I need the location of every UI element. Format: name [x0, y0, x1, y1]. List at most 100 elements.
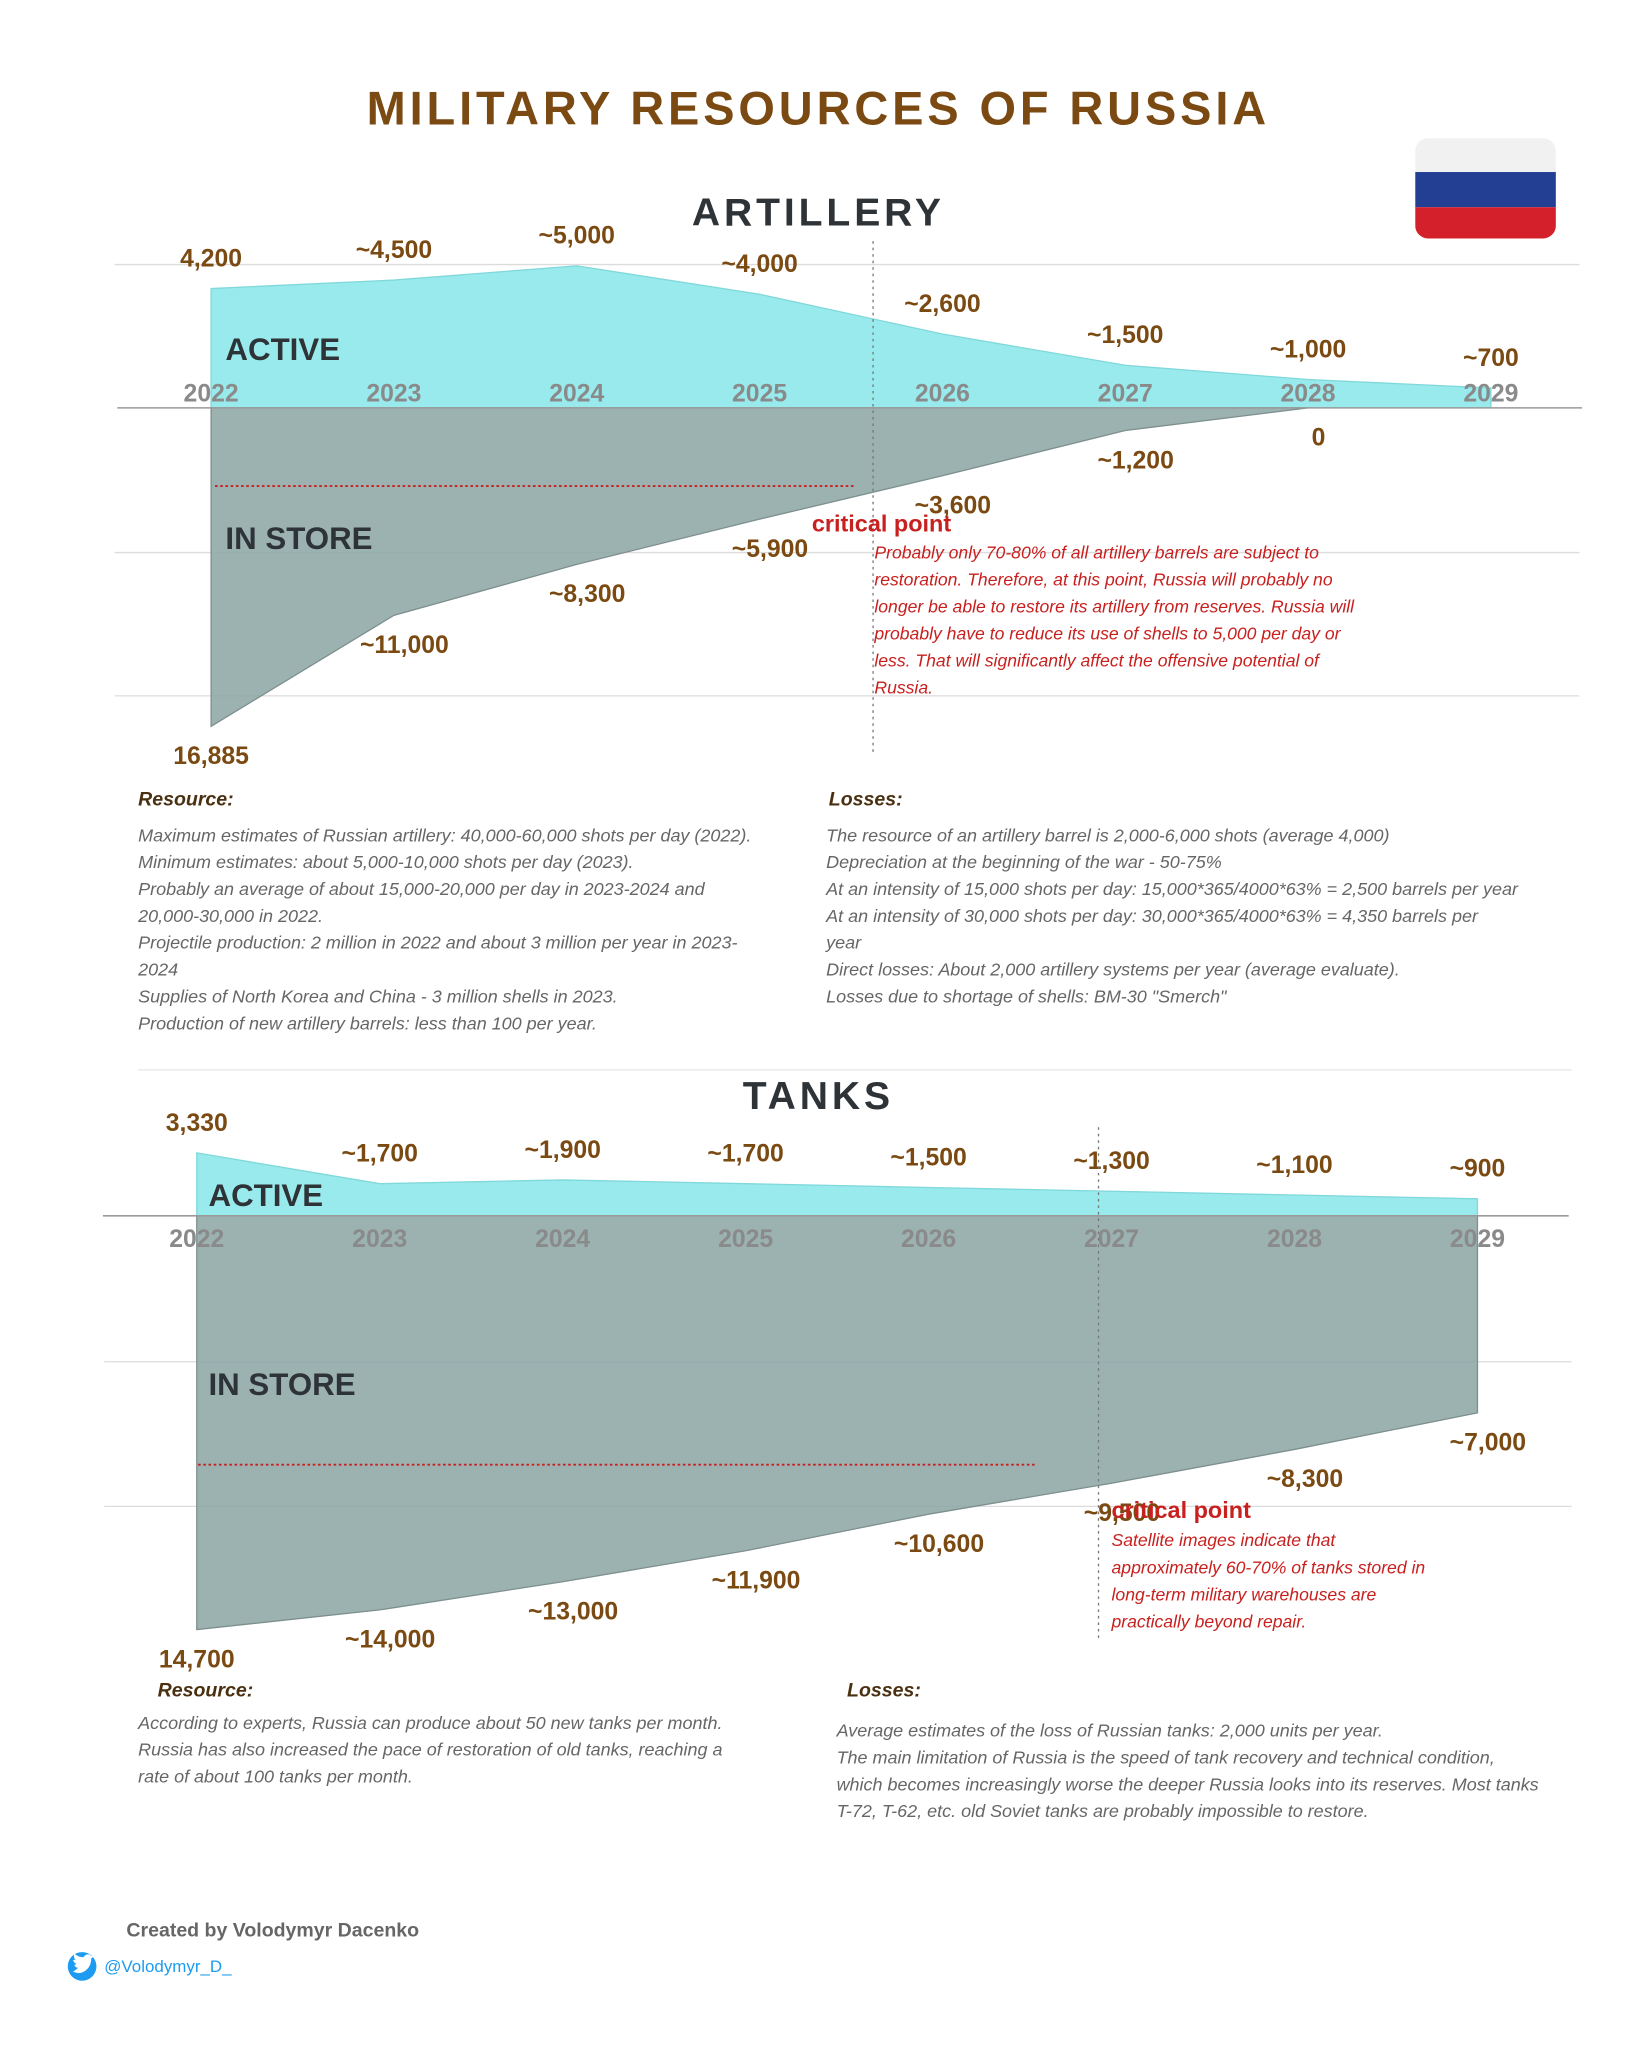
resource-line: Maximum estimates of Russian artillery: … [138, 825, 751, 845]
annotation-line: less. That will significantly affect the… [874, 650, 1321, 670]
resource-line: 20,000-30,000 in 2022. [137, 906, 323, 926]
data-label: ~8,300 [1267, 1466, 1343, 1493]
data-label: ~11,900 [712, 1568, 801, 1595]
losses-line: Depreciation at the beginning of the war… [826, 852, 1222, 872]
resource-line: 2024 [137, 960, 178, 980]
losses-line: The resource of an artillery barrel is 2… [826, 825, 1389, 845]
losses-line: year [824, 933, 862, 953]
data-label: 16,885 [173, 743, 249, 770]
resource-line: Projectile production: 2 million in 2022… [138, 933, 737, 953]
annotation-line: probably have to reduce its use of shell… [873, 623, 1341, 643]
annotation-line: longer be able to restore its artillery … [874, 596, 1355, 616]
data-label: ~4,500 [356, 237, 432, 264]
data-label: ~10,600 [894, 1531, 984, 1558]
annotation-title: critical point [1112, 1497, 1252, 1523]
x-tick-label: 2027 [1084, 1226, 1139, 1253]
data-label: ~4,000 [721, 251, 797, 278]
data-label: ~3,600 [915, 493, 991, 520]
annotation-line: practically beyond repair. [1111, 1612, 1307, 1632]
data-label: ~1,500 [890, 1144, 966, 1171]
data-label: 4,200 [180, 245, 242, 272]
credit: Created by Volodymyr Dacenko [126, 1919, 419, 1941]
data-label: 3,330 [166, 1110, 228, 1137]
data-label: ~9,500 [1084, 1500, 1160, 1527]
resource-line: Probably an average of about 15,000-20,0… [138, 879, 705, 899]
x-tick-label: 2025 [732, 380, 787, 407]
x-tick-label: 2022 [169, 1226, 224, 1253]
x-tick-label: 2028 [1281, 380, 1336, 407]
x-tick-label: 2026 [901, 1226, 956, 1253]
chart-1: TANKS ACTIVE IN STORE 2022 2023 2024 2025 2026 2… [102, 1075, 1569, 1821]
data-label: ~1,500 [1087, 322, 1163, 349]
losses-line: Direct losses: About 2,000 artillery sys… [826, 960, 1400, 980]
x-tick-label: 2027 [1098, 380, 1153, 407]
data-label: ~1,700 [342, 1141, 418, 1168]
x-tick-label: 2022 [184, 380, 239, 407]
resource-line: Minimum estimates: about 5,000-10,000 sh… [138, 852, 633, 872]
series-name: ACTIVE [208, 1178, 323, 1213]
data-label: ~1,000 [1270, 336, 1346, 363]
resource-heading: Resource: [138, 788, 234, 810]
data-label: ~7,000 [1450, 1430, 1526, 1457]
data-label: ~700 [1463, 345, 1519, 372]
russian-flag [1415, 138, 1556, 239]
losses-line: T-72, T-62, etc. old Soviet tanks are pr… [837, 1801, 1369, 1821]
resource-line: Supplies of North Korea and China - 3 mi… [138, 986, 617, 1006]
x-tick-label: 2026 [915, 380, 970, 407]
x-tick-label: 2029 [1463, 380, 1518, 407]
annotation-line: Satellite images indicate that [1112, 1530, 1337, 1550]
data-label: 0 [1312, 425, 1326, 452]
losses-line: Losses due to shortage of shells: BM-30 … [826, 986, 1228, 1006]
losses-line: At an intensity of 15,000 shots per day:… [825, 879, 1519, 899]
annotation-line: long-term military warehouses are [1112, 1584, 1377, 1604]
annotation-title: critical point [812, 510, 952, 536]
x-tick-label: 2028 [1267, 1226, 1322, 1253]
resource-line: Production of new artillery barrels: les… [138, 1013, 597, 1033]
annotation-line: Russia. [874, 677, 933, 697]
data-label: ~11,000 [360, 632, 449, 659]
losses-line: which becomes increasingly worse the dee… [837, 1774, 1539, 1794]
page-title: MILITARY RESOURCES OF RUSSIA [367, 82, 1270, 134]
series-name: ACTIVE [225, 332, 340, 367]
series-name: IN STORE [208, 1367, 355, 1402]
series-name: IN STORE [225, 521, 372, 556]
x-tick-label: 2025 [718, 1226, 773, 1253]
losses-heading: Losses: [829, 788, 903, 810]
data-label: ~5,900 [732, 536, 808, 563]
data-label: 14,700 [159, 1646, 235, 1673]
data-label: ~1,100 [1256, 1152, 1332, 1179]
losses-line: The main limitation of Russia is the spe… [837, 1747, 1495, 1767]
data-label: ~1,900 [524, 1137, 600, 1164]
data-label: ~1,700 [707, 1141, 783, 1168]
x-tick-label: 2029 [1450, 1226, 1505, 1253]
chart-title: ARTILLERY [692, 191, 945, 234]
x-tick-label: 2024 [549, 380, 604, 407]
data-label: ~13,000 [528, 1599, 618, 1626]
chart-title: TANKS [743, 1075, 894, 1118]
resource-line: Russia has also increased the pace of re… [138, 1740, 722, 1760]
data-label: ~900 [1450, 1156, 1506, 1183]
x-tick-label: 2023 [366, 380, 421, 407]
data-label: ~1,300 [1073, 1148, 1149, 1175]
data-label: ~8,300 [549, 581, 625, 608]
twitter-handle[interactable]: @Volodymyr_D_ [104, 1957, 232, 1976]
losses-line: At an intensity of 30,000 shots per day:… [825, 906, 1479, 926]
data-label: ~1,200 [1097, 447, 1173, 474]
annotation-line: approximately 60-70% of tanks stored in [1112, 1557, 1426, 1577]
resource-line: According to experts, Russia can produce… [137, 1713, 722, 1733]
x-tick-label: 2024 [535, 1226, 590, 1253]
losses-heading: Losses: [847, 1680, 921, 1702]
resource-heading: Resource: [158, 1680, 254, 1702]
data-label: ~2,600 [904, 291, 980, 318]
twitter-icon [67, 1952, 97, 1981]
resource-line: rate of about 100 tanks per month. [138, 1766, 413, 1786]
data-label: ~5,000 [539, 223, 615, 250]
annotation-line: restoration. Therefore, at this point, R… [874, 569, 1332, 589]
chart-0: ARTILLERY ACTIVE IN STORE 2022 2023 2024 2025 2… [117, 191, 1583, 1033]
losses-line: Average estimates of the loss of Russian… [836, 1721, 1383, 1741]
annotation-line: Probably only 70-80% of all artillery ba… [874, 542, 1319, 562]
data-label: ~14,000 [345, 1627, 435, 1654]
x-tick-label: 2023 [352, 1226, 407, 1253]
